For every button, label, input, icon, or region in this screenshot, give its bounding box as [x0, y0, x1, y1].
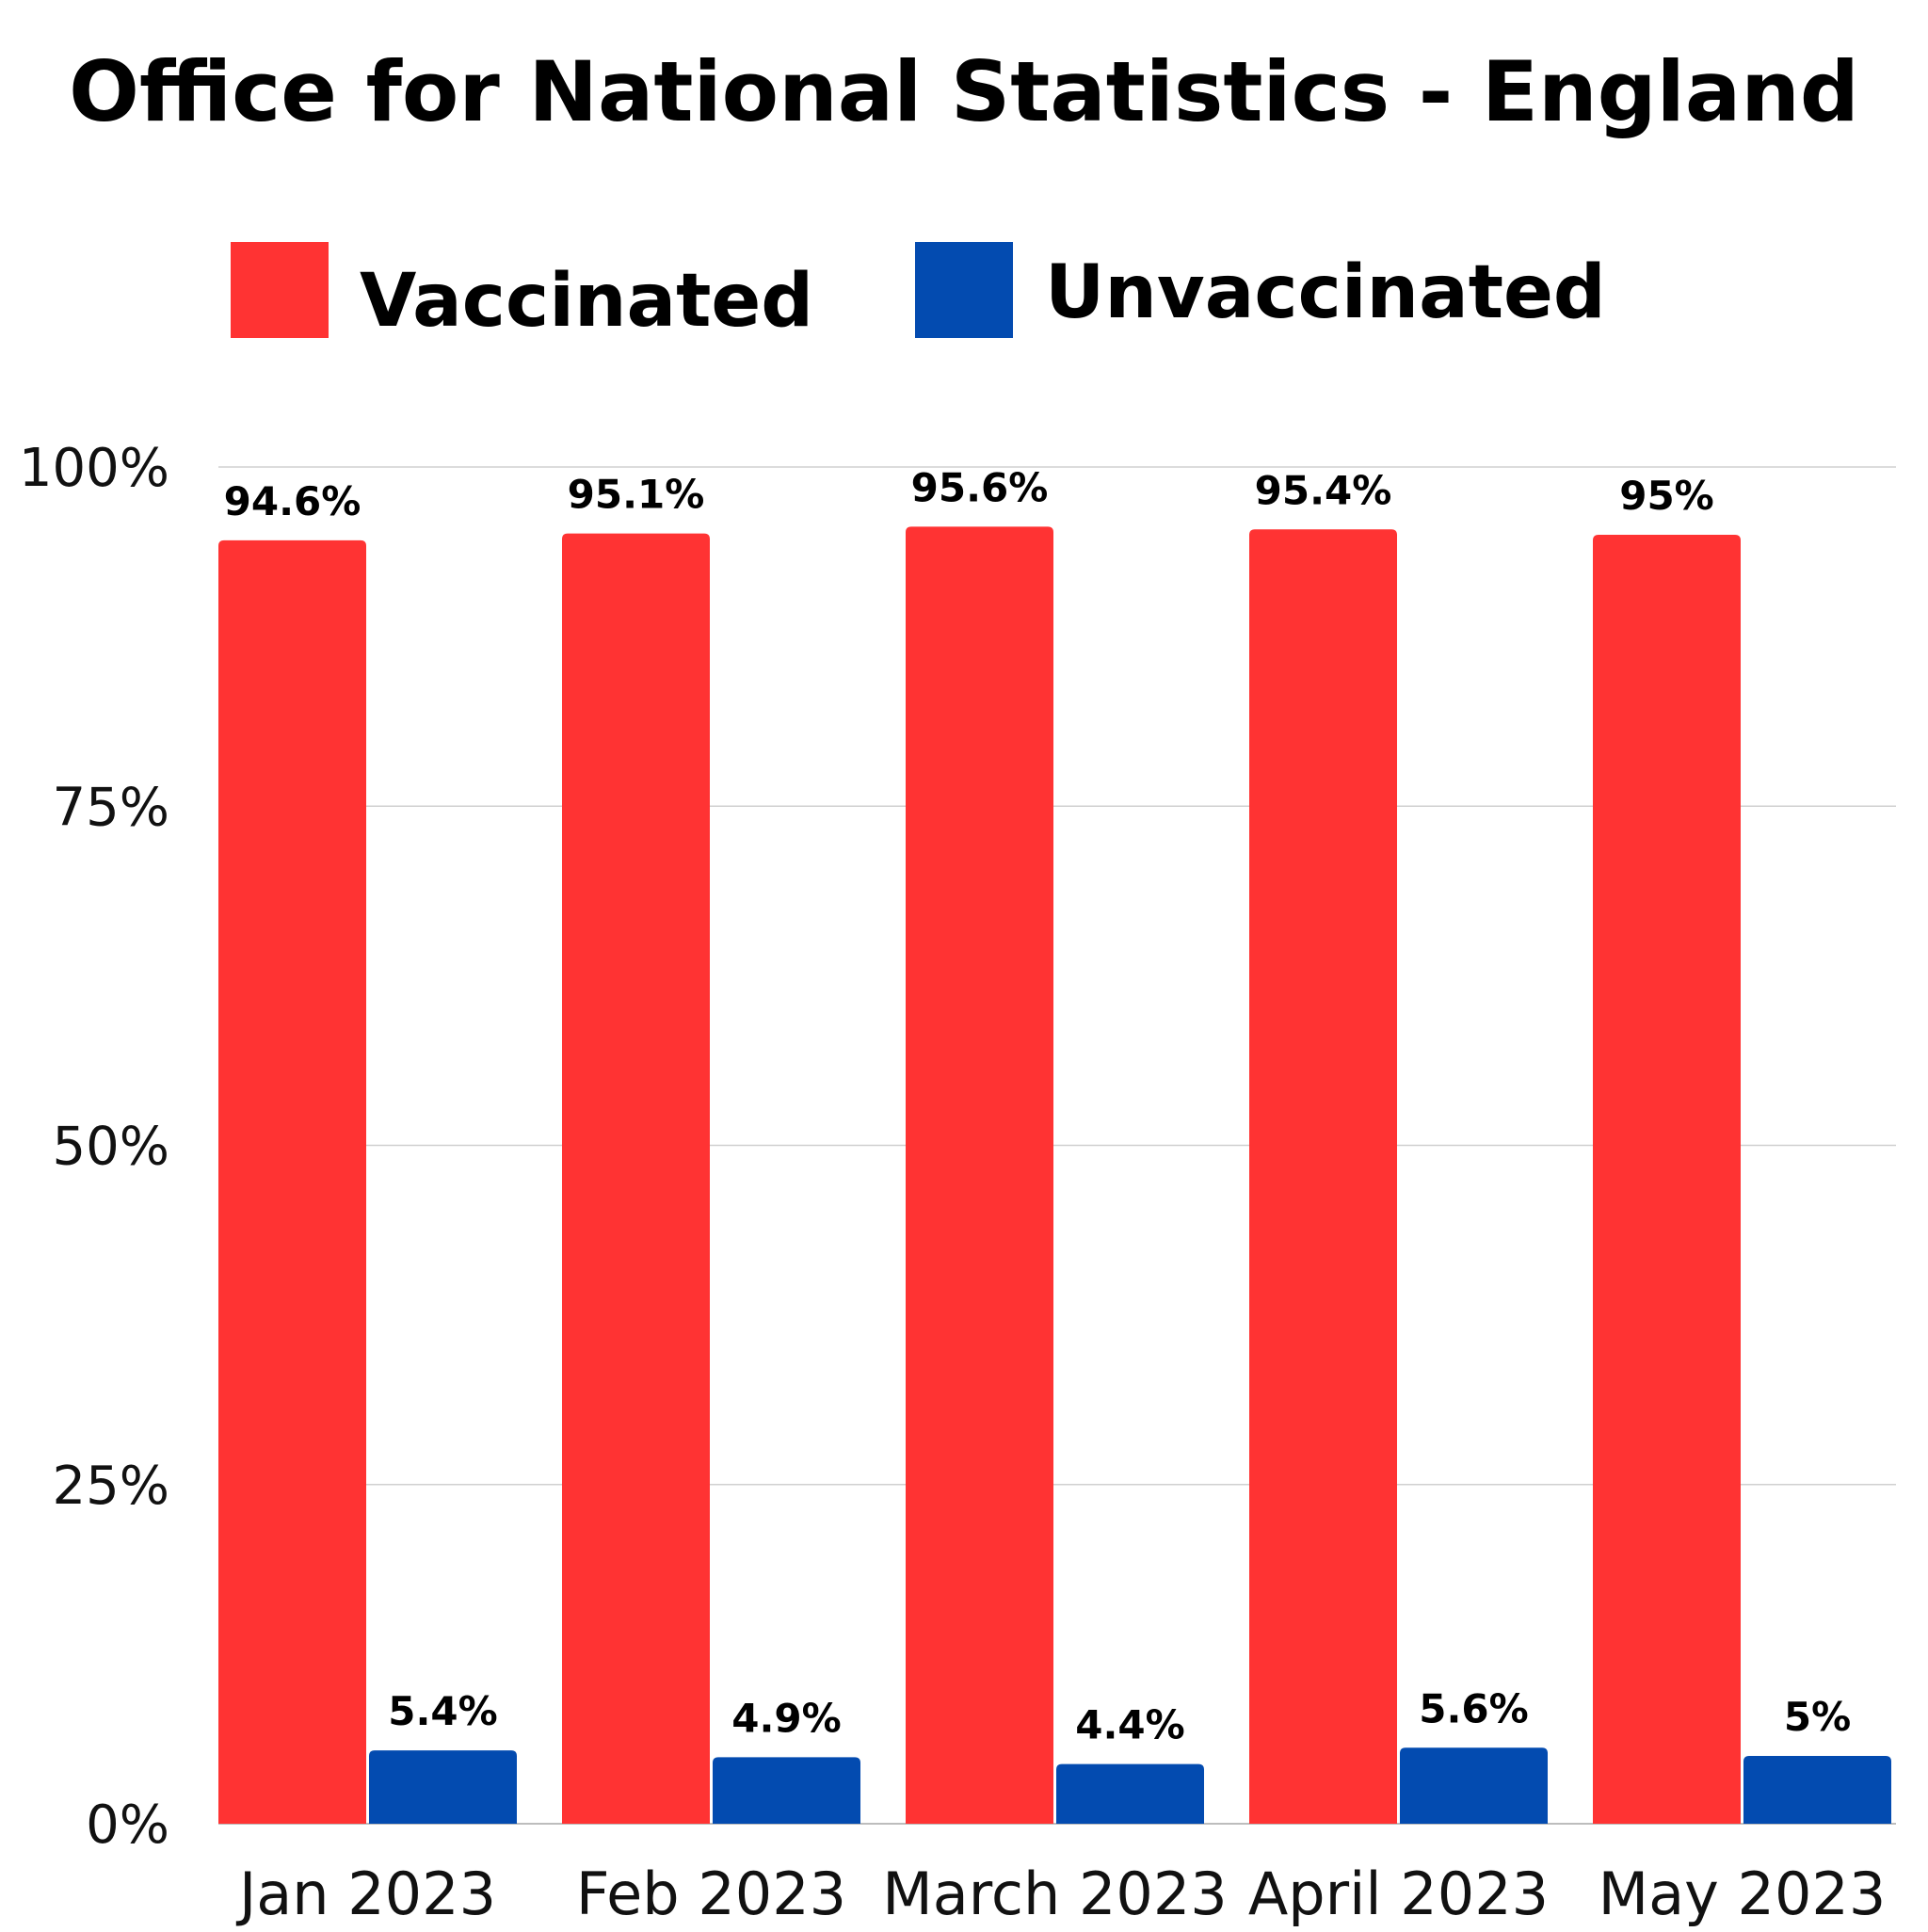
- data-label-unvaccinated-may-2023: 5%: [1784, 1694, 1851, 1740]
- x-tick-label-jan-2023: Jan 2023: [235, 1860, 496, 1928]
- legend-swatch-vaccinated: [231, 242, 329, 338]
- bar-vaccinated-march-2023: [906, 526, 1053, 1824]
- data-label-unvaccinated-feb-2023: 4.9%: [731, 1695, 841, 1741]
- y-axis-tick-labels: 0% 25% 50% 75% 100%: [19, 438, 169, 1856]
- bar-vaccinated-april-2023: [1249, 529, 1397, 1824]
- bar-unvaccinated-feb-2023: [713, 1757, 860, 1824]
- data-label-unvaccinated-march-2023: 4.4%: [1075, 1702, 1184, 1748]
- y-tick-label-25: 25%: [53, 1456, 169, 1517]
- data-label-vaccinated-march-2023: 95.6%: [911, 464, 1049, 510]
- bar-unvaccinated-jan-2023: [369, 1750, 517, 1824]
- data-label-unvaccinated-jan-2023: 5.4%: [388, 1688, 497, 1734]
- bar-vaccinated-jan-2023: [218, 539, 366, 1825]
- data-label-vaccinated-jan-2023: 94.6%: [224, 478, 362, 524]
- x-axis-category-labels: Jan 2023 Feb 2023 March 2023 April 2023 May …: [235, 1860, 1886, 1928]
- bar-unvaccinated-may-2023: [1743, 1755, 1891, 1824]
- legend-label-vaccinated: Vaccinated: [360, 259, 813, 344]
- data-label-vaccinated-april-2023: 95.4%: [1255, 467, 1392, 513]
- y-tick-label-0: 0%: [86, 1795, 169, 1856]
- x-tick-label-may-2023: May 2023: [1599, 1860, 1887, 1928]
- x-tick-label-feb-2023: Feb 2023: [576, 1860, 846, 1928]
- x-tick-label-april-2023: April 2023: [1248, 1860, 1549, 1928]
- bars: [218, 526, 1891, 1825]
- bar-vaccinated-may-2023: [1593, 535, 1741, 1824]
- data-label-unvaccinated-april-2023: 5.6%: [1419, 1685, 1528, 1731]
- bar-unvaccinated-april-2023: [1400, 1747, 1548, 1824]
- x-tick-label-march-2023: March 2023: [882, 1860, 1228, 1928]
- data-label-vaccinated-may-2023: 95%: [1619, 473, 1714, 519]
- y-tick-label-100: 100%: [19, 438, 169, 499]
- y-tick-label-75: 75%: [53, 777, 169, 838]
- legend-swatch-unvaccinated: [915, 242, 1013, 338]
- bar-unvaccinated-march-2023: [1056, 1763, 1204, 1824]
- chart-title: Office for National Statistics - England: [69, 43, 1859, 140]
- data-labels: 94.6% 5.4% 95.1% 4.9% 95.6% 4.4% 95.4% 5.6% 95% 5…: [224, 464, 1852, 1747]
- bar-vaccinated-feb-2023: [562, 533, 710, 1824]
- legend: Vaccinated Unvaccinated: [231, 242, 1606, 344]
- data-label-vaccinated-feb-2023: 95.1%: [568, 472, 705, 518]
- legend-item-unvaccinated: Unvaccinated: [915, 242, 1606, 338]
- legend-item-vaccinated: Vaccinated: [231, 242, 813, 344]
- y-tick-label-50: 50%: [53, 1117, 169, 1178]
- legend-label-unvaccinated: Unvaccinated: [1045, 250, 1606, 335]
